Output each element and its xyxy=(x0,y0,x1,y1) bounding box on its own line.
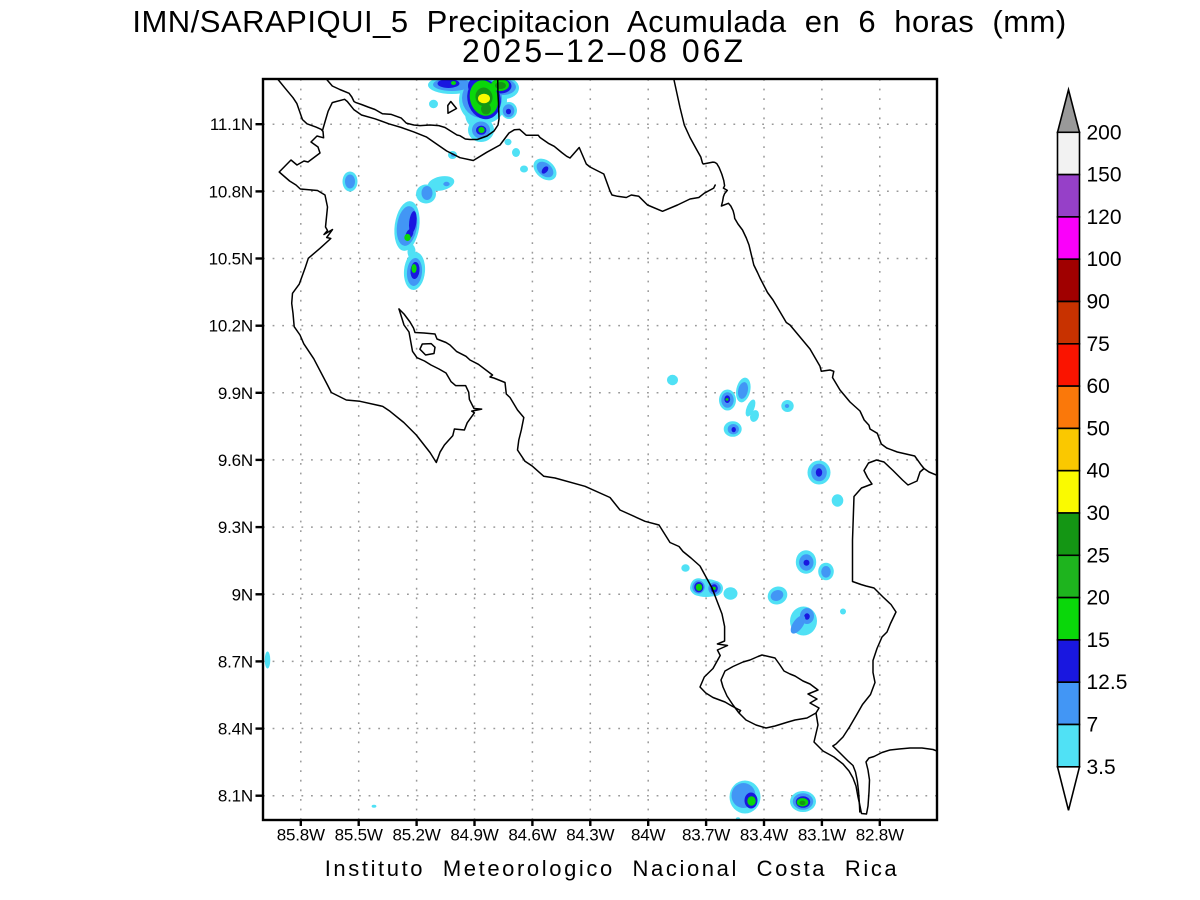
svg-text:20: 20 xyxy=(1087,587,1110,610)
svg-text:83.1W: 83.1W xyxy=(798,826,846,845)
svg-text:90: 90 xyxy=(1087,291,1110,314)
svg-text:30: 30 xyxy=(1087,502,1110,525)
svg-text:11.1N: 11.1N xyxy=(210,115,253,134)
svg-text:150: 150 xyxy=(1087,164,1122,187)
svg-text:85.5W: 85.5W xyxy=(335,826,383,845)
svg-text:82.8W: 82.8W xyxy=(856,826,904,845)
svg-text:10.2N: 10.2N xyxy=(209,317,253,336)
svg-text:40: 40 xyxy=(1087,460,1110,483)
svg-text:9.6N: 9.6N xyxy=(218,451,253,470)
svg-text:9.3N: 9.3N xyxy=(218,518,253,537)
svg-text:12.5: 12.5 xyxy=(1087,671,1128,694)
svg-text:120: 120 xyxy=(1087,206,1122,229)
svg-text:15: 15 xyxy=(1087,629,1110,652)
svg-text:83.7W: 83.7W xyxy=(682,826,730,845)
svg-text:84W: 84W xyxy=(631,826,666,845)
svg-text:2025–12–08 06Z: 2025–12–08 06Z xyxy=(462,33,746,69)
svg-text:75: 75 xyxy=(1087,333,1110,356)
svg-text:84.3W: 84.3W xyxy=(566,826,614,845)
svg-text:85.2W: 85.2W xyxy=(393,826,441,845)
svg-text:7: 7 xyxy=(1087,714,1099,737)
svg-text:85.8W: 85.8W xyxy=(277,826,325,845)
svg-text:100: 100 xyxy=(1087,248,1122,271)
svg-text:9.9N: 9.9N xyxy=(218,384,253,403)
svg-text:Instituto Meteorologico Nacion: Instituto Meteorologico Nacional Costa R… xyxy=(325,856,900,881)
svg-text:25: 25 xyxy=(1087,544,1110,567)
svg-text:8.1N: 8.1N xyxy=(218,787,253,806)
svg-text:3.5: 3.5 xyxy=(1087,756,1116,779)
svg-text:9N: 9N xyxy=(232,585,253,604)
svg-text:IMN/SARAPIQUI_5 Precipitacion: IMN/SARAPIQUI_5 Precipitacion Acumulada … xyxy=(132,4,1066,39)
svg-text:84.6W: 84.6W xyxy=(508,826,556,845)
svg-text:10.5N: 10.5N xyxy=(209,250,253,269)
svg-text:60: 60 xyxy=(1087,375,1110,398)
svg-text:50: 50 xyxy=(1087,417,1110,440)
svg-text:10.8N: 10.8N xyxy=(209,182,253,201)
svg-text:8.7N: 8.7N xyxy=(218,652,253,671)
svg-text:84.9W: 84.9W xyxy=(450,826,498,845)
svg-text:8.4N: 8.4N xyxy=(218,720,253,739)
svg-text:200: 200 xyxy=(1087,121,1122,144)
svg-text:83.4W: 83.4W xyxy=(740,826,788,845)
